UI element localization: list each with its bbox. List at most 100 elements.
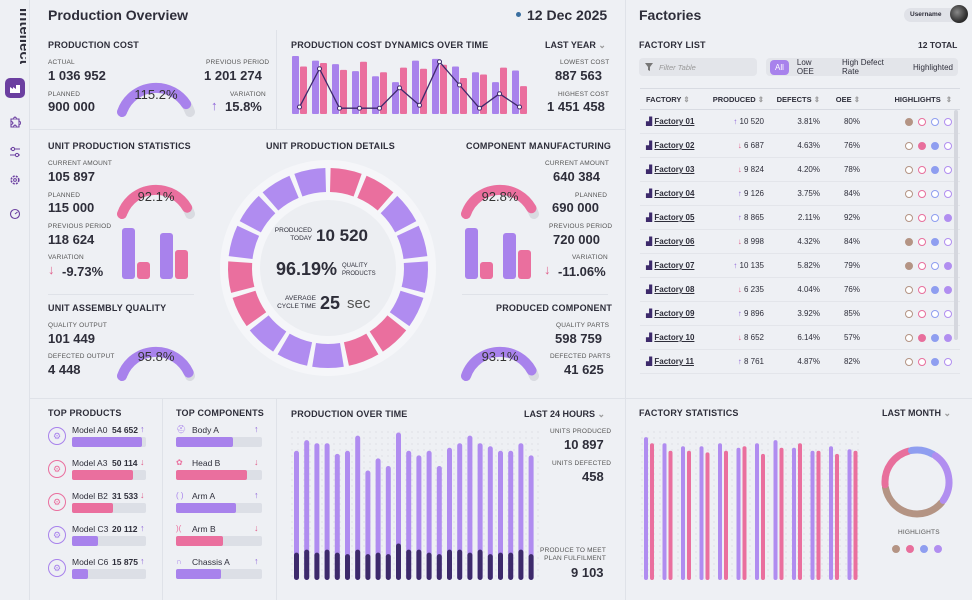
- chip-high-defect[interactable]: High Defect Rate: [842, 58, 884, 76]
- grid-dot: [435, 461, 437, 463]
- highlight-toggle[interactable]: [944, 213, 952, 222]
- highlight-toggle[interactable]: [931, 165, 939, 174]
- avatar[interactable]: [950, 5, 968, 23]
- grid-dot: [731, 527, 733, 529]
- highlight-toggle[interactable]: [905, 213, 913, 222]
- highlight-toggle[interactable]: [931, 117, 939, 126]
- highlight-toggle[interactable]: [905, 285, 913, 294]
- chip-all[interactable]: All: [770, 59, 789, 75]
- highlight-toggle[interactable]: [944, 261, 952, 270]
- table-row[interactable]: ▟ Factory 03 ↓ 9 824 4.20% 78%: [640, 158, 960, 182]
- highlight-toggle[interactable]: [918, 333, 926, 342]
- highlight-toggle[interactable]: [931, 237, 939, 246]
- highlight-toggle[interactable]: [905, 261, 913, 270]
- factory-link[interactable]: Factory 03: [654, 165, 695, 174]
- grid-dot: [381, 455, 383, 457]
- highlight-toggle[interactable]: [918, 189, 926, 198]
- highlight-toggle[interactable]: [918, 309, 926, 318]
- highlight-toggle[interactable]: [918, 165, 926, 174]
- chip-highlighted[interactable]: Highlighted: [912, 62, 953, 72]
- highlight-toggle[interactable]: [918, 141, 926, 150]
- highlight-toggle[interactable]: [931, 189, 939, 198]
- highlight-toggle[interactable]: [918, 285, 926, 294]
- highlight-toggle[interactable]: [944, 285, 952, 294]
- highlight-toggle[interactable]: [905, 357, 913, 366]
- highlight-toggle[interactable]: [944, 309, 952, 318]
- highlight-toggle[interactable]: [944, 141, 952, 150]
- grid-dot: [677, 575, 679, 577]
- factory-link[interactable]: Factory 11: [654, 357, 694, 366]
- highlight-toggle[interactable]: [918, 357, 926, 366]
- highlight-toggle[interactable]: [944, 357, 952, 366]
- nav-gear-icon[interactable]: [5, 170, 25, 190]
- table-row[interactable]: ▟ Factory 09 ↑ 9 896 3.92% 85%: [640, 302, 960, 326]
- highlight-toggle[interactable]: [944, 237, 952, 246]
- nav-settings-sliders-icon[interactable]: [5, 142, 25, 162]
- grid-dot: [333, 527, 335, 529]
- table-row[interactable]: ▟ Factory 08 ↓ 6 235 4.04% 76%: [640, 278, 960, 302]
- highlight-toggle[interactable]: [905, 309, 913, 318]
- grid-dot: [495, 461, 497, 463]
- highlight-toggle[interactable]: [905, 189, 913, 198]
- table-row[interactable]: ▟ Factory 02 ↓ 6 687 4.63% 76%: [640, 134, 960, 158]
- table-row[interactable]: ▟ Factory 05 ↑ 8 865 2.11% 92%: [640, 206, 960, 230]
- production-period-dropdown[interactable]: LAST 24 HOURS ⌄: [524, 409, 605, 420]
- col-defects[interactable]: DEFECTS ⇕: [776, 94, 820, 104]
- factory-stats-period-dropdown[interactable]: LAST MONTH ⌄: [882, 408, 951, 419]
- highlight-toggle[interactable]: [905, 237, 913, 246]
- factory-link[interactable]: Factory 05: [654, 213, 695, 222]
- chip-low-oee[interactable]: Low OEE: [796, 58, 814, 76]
- factory-link[interactable]: Factory 10: [654, 333, 695, 342]
- highlight-toggle[interactable]: [918, 261, 926, 270]
- highlight-toggle[interactable]: [918, 117, 926, 126]
- table-row[interactable]: ▟ Factory 01 ↑ 10 520 3.81% 80%: [640, 110, 960, 134]
- table-row[interactable]: ▟ Factory 06 ↓ 8 998 4.32% 84%: [640, 230, 960, 254]
- highlight-toggle[interactable]: [931, 309, 939, 318]
- highlight-toggle[interactable]: [931, 213, 939, 222]
- highlight-toggle[interactable]: [944, 189, 952, 198]
- table-row[interactable]: ▟ Factory 07 ↑ 10 135 5.82% 79%: [640, 254, 960, 278]
- factory-link[interactable]: Factory 07: [654, 261, 695, 270]
- col-factory[interactable]: FACTORY ⇕: [646, 94, 690, 104]
- col-produced[interactable]: PRODUCED ⇕: [712, 94, 764, 104]
- highlight-toggle[interactable]: [931, 357, 939, 366]
- grid-dot: [677, 503, 679, 505]
- factory-link[interactable]: Factory 04: [654, 189, 695, 198]
- highlight-toggle[interactable]: [931, 333, 939, 342]
- col-oee[interactable]: OEE ⇕: [835, 94, 860, 104]
- grid-dot: [833, 575, 835, 577]
- factory-link[interactable]: Factory 01: [654, 117, 695, 126]
- highlight-toggle[interactable]: [944, 117, 952, 126]
- grid-dot: [381, 443, 383, 445]
- grid-dot: [815, 479, 817, 481]
- highlight-toggle[interactable]: [931, 285, 939, 294]
- highlight-toggle[interactable]: [918, 213, 926, 222]
- grid-dot: [713, 479, 715, 481]
- table-row[interactable]: ▟ Factory 04 ↑ 9 126 3.75% 84%: [640, 182, 960, 206]
- nav-puzzle-icon[interactable]: [5, 112, 25, 132]
- highlight-toggle[interactable]: [918, 237, 926, 246]
- filter-table-input[interactable]: Filter Table: [639, 58, 757, 76]
- nav-factory-icon[interactable]: [5, 78, 25, 98]
- highlight-toggle[interactable]: [905, 141, 913, 150]
- highlight-toggle[interactable]: [944, 165, 952, 174]
- highlight-toggle[interactable]: [905, 333, 913, 342]
- highlight-toggle[interactable]: [905, 117, 913, 126]
- highlight-toggle[interactable]: [931, 141, 939, 150]
- table-scrollbar[interactable]: [954, 110, 958, 340]
- defects-cell: 2.11%: [797, 213, 820, 222]
- col-highlights[interactable]: HIGHLIGHTS ⇕: [894, 94, 952, 104]
- oee-cell: 76%: [843, 285, 860, 294]
- factory-link[interactable]: Factory 02: [654, 141, 695, 150]
- factory-link[interactable]: Factory 06: [654, 237, 695, 246]
- highlight-toggle[interactable]: [931, 261, 939, 270]
- cost-period-dropdown[interactable]: LAST YEAR ⌄: [545, 40, 606, 51]
- factory-link[interactable]: Factory 08: [654, 285, 695, 294]
- table-row[interactable]: ▟ Factory 10 ↓ 8 652 6.14% 57%: [640, 326, 960, 350]
- highlight-toggle[interactable]: [944, 333, 952, 342]
- highlight-toggle[interactable]: [905, 165, 913, 174]
- grid-dot: [453, 443, 455, 445]
- table-row[interactable]: ▟ Factory 11 ↑ 8 761 4.87% 82%: [640, 350, 960, 374]
- factory-link[interactable]: Factory 09: [654, 309, 695, 318]
- nav-speed-icon[interactable]: [5, 204, 25, 224]
